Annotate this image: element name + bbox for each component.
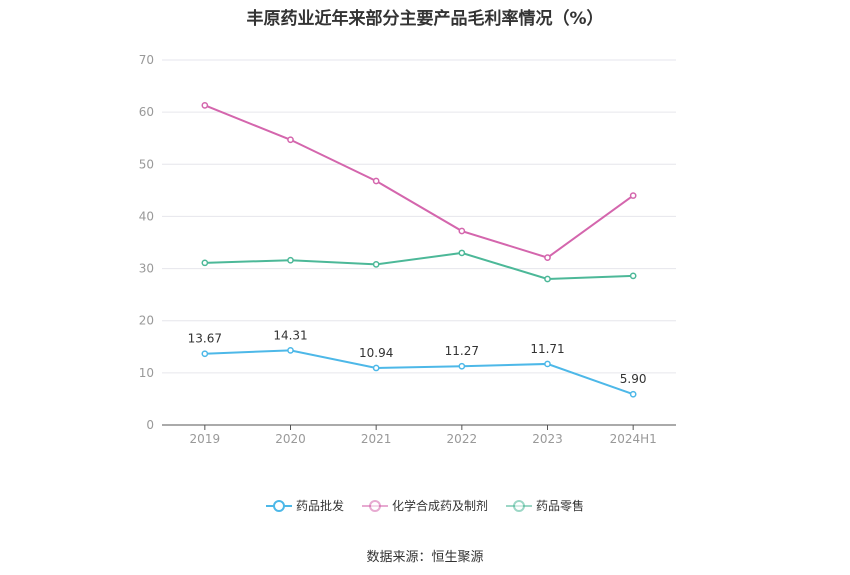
- y-tick-label: 0: [146, 418, 154, 432]
- data-point: [458, 249, 466, 257]
- x-tick-label: 2019: [190, 432, 221, 446]
- source-note: 数据来源：恒生聚源: [366, 550, 484, 565]
- data-point: [544, 360, 551, 368]
- data-label: 11.27: [445, 344, 479, 358]
- series-line-1: [204, 349, 634, 396]
- line-chart: 0 10 20 30 40 50 60 70 2019 2020 2021 2022 2023 2024…: [139, 53, 676, 446]
- y-axis: 0 10 20 30 40 50 60 70: [139, 53, 154, 432]
- legend-marker-icon: [265, 499, 292, 512]
- x-axis: 2019 2020 2021 2022 2023 2024H1: [162, 424, 676, 446]
- data-label: 14.31: [273, 328, 307, 342]
- y-tick-label: 70: [139, 53, 154, 67]
- data-point: [629, 192, 637, 199]
- legend-marker-icon: [506, 499, 532, 512]
- data-point: [287, 347, 294, 354]
- legend-label: 药品零售: [536, 499, 585, 513]
- data-point: [458, 362, 466, 370]
- data-point: [372, 177, 380, 185]
- legend-item[interactable]: 药品零售: [506, 497, 584, 514]
- data-label: 11.71: [530, 342, 564, 356]
- series-line-2: [204, 104, 634, 259]
- legend-label: 药品批发: [295, 499, 344, 513]
- gridlines: [162, 59, 676, 374]
- series-group: [201, 102, 637, 398]
- data-point: [201, 102, 209, 109]
- x-tick-label: 2022: [447, 432, 478, 446]
- x-tick-label: 2021: [361, 432, 392, 446]
- data-labels: 13.67 14.31 10.94 11.27 11.71 5.90: [188, 328, 647, 386]
- data-point: [629, 272, 637, 280]
- y-tick-label: 30: [139, 262, 154, 276]
- data-point: [201, 350, 209, 358]
- legend-item[interactable]: 化学合成药及制剂: [361, 497, 488, 514]
- y-tick-label: 40: [139, 209, 154, 223]
- data-point: [201, 259, 209, 267]
- y-tick-label: 60: [139, 105, 154, 119]
- legend-marker-icon: [361, 499, 388, 512]
- data-label: 10.94: [359, 346, 393, 360]
- data-label: 13.67: [188, 332, 222, 346]
- series-line-3: [204, 251, 634, 281]
- legend: 药品批发 化学合成药及制剂 药品零售: [0, 497, 850, 514]
- legend-label: 化学合成药及制剂: [391, 499, 488, 513]
- data-point: [458, 227, 466, 235]
- data-label: 5.90: [620, 372, 647, 386]
- legend-item[interactable]: 药品批发: [265, 497, 344, 514]
- chart-title: 丰原药业近年来部分主要产品毛利率情况（%）: [246, 9, 604, 29]
- data-point: [287, 256, 294, 264]
- y-tick-label: 10: [139, 366, 154, 380]
- y-tick-label: 50: [139, 157, 154, 171]
- data-point: [372, 261, 380, 268]
- data-point: [544, 254, 551, 261]
- x-tick-label: 2023: [532, 432, 563, 446]
- y-tick-label: 20: [139, 314, 154, 328]
- x-tick-label: 2024H1: [610, 432, 657, 446]
- data-point: [629, 390, 637, 398]
- data-point: [544, 275, 551, 283]
- x-tick-label: 2020: [275, 432, 306, 446]
- data-point: [372, 364, 380, 372]
- data-point: [287, 136, 294, 144]
